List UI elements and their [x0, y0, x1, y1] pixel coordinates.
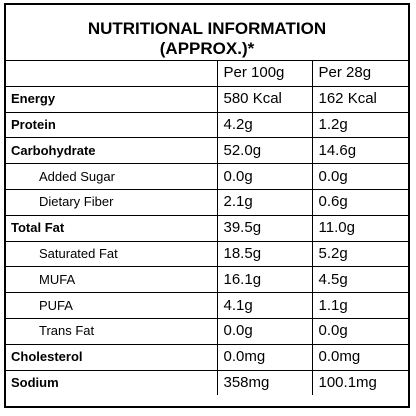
cell-value: 0.0g	[216, 163, 313, 190]
row-label: Protein	[6, 111, 218, 139]
cell-value: 18.5g	[216, 240, 313, 268]
table-row: MUFA 16.1g 4.5g	[6, 266, 408, 294]
row-label: PUFA	[6, 292, 218, 319]
cell-value: 580 Kcal	[216, 85, 313, 113]
cell-value: 4.1g	[216, 292, 313, 319]
cell-value: 162 Kcal	[311, 85, 408, 113]
table-row: Carbohydrate 52.0g 14.6g	[6, 137, 408, 165]
cell-value: 4.2g	[216, 111, 313, 139]
cell-value: 0.0mg	[311, 343, 408, 371]
row-label: Dietary Fiber	[6, 188, 218, 216]
table-row: PUFA 4.1g 1.1g	[6, 292, 408, 319]
header-cell	[6, 60, 218, 87]
row-label: Energy	[6, 85, 218, 113]
table-row: Added Sugar 0.0g 0.0g	[6, 163, 408, 190]
row-label: Total Fat	[6, 214, 218, 242]
cell-value: 39.5g	[216, 214, 313, 242]
nutrition-table: Per 100g Per 28g Energy 580 Kcal 162 Kcal Pro…	[6, 60, 408, 396]
title: NUTRITIONAL INFORMATION	[87, 19, 327, 38]
table-row: Sodium 358mg 100.1mg	[6, 369, 408, 396]
cell-value: 14.6g	[311, 137, 408, 165]
cell-value: 0.0mg	[216, 343, 313, 371]
nutrition-panel: NUTRITIONAL INFORMATION (APPROX.)* Per 1…	[4, 3, 410, 408]
cell-value: 358mg	[216, 369, 313, 396]
table-row: Dietary Fiber 2.1g 0.6g	[6, 188, 408, 216]
header-cell: Per 28g	[311, 60, 408, 87]
table-row: Total Fat 39.5g 11.0g	[6, 214, 408, 242]
row-label: Carbohydrate	[6, 137, 218, 165]
header-cell: Per 100g	[216, 60, 313, 87]
table-row: Trans Fat 0.0g 0.0g	[6, 317, 408, 345]
table-row: Protein 4.2g 1.2g	[6, 111, 408, 139]
cell-value: 1.1g	[311, 292, 408, 319]
cell-value: 5.2g	[311, 240, 408, 268]
cell-value: 0.0g	[311, 317, 408, 345]
row-label: Saturated Fat	[6, 240, 218, 268]
table-row: Cholesterol 0.0mg 0.0mg	[6, 343, 408, 371]
table-row: Saturated Fat 18.5g 5.2g	[6, 240, 408, 268]
cell-value: 100.1mg	[311, 369, 408, 396]
row-label: Added Sugar	[6, 163, 218, 190]
cell-value: 2.1g	[216, 188, 313, 216]
row-label: MUFA	[6, 266, 218, 294]
header-row: Per 100g Per 28g	[6, 60, 408, 87]
cell-value: 0.6g	[311, 188, 408, 216]
table-row: Energy 580 Kcal 162 Kcal	[6, 85, 408, 113]
subtitle: (APPROX.)*	[159, 39, 255, 58]
row-label: Trans Fat	[6, 317, 218, 345]
cell-value: 11.0g	[311, 214, 408, 242]
row-label: Cholesterol	[6, 343, 218, 371]
cell-value: 0.0g	[311, 163, 408, 190]
cell-value: 4.5g	[311, 266, 408, 294]
row-label: Sodium	[6, 369, 218, 396]
cell-value: 0.0g	[216, 317, 313, 345]
title-block: NUTRITIONAL INFORMATION (APPROX.)*	[6, 5, 408, 60]
cell-value: 1.2g	[311, 111, 408, 139]
cell-value: 16.1g	[216, 266, 313, 294]
cell-value: 52.0g	[216, 137, 313, 165]
